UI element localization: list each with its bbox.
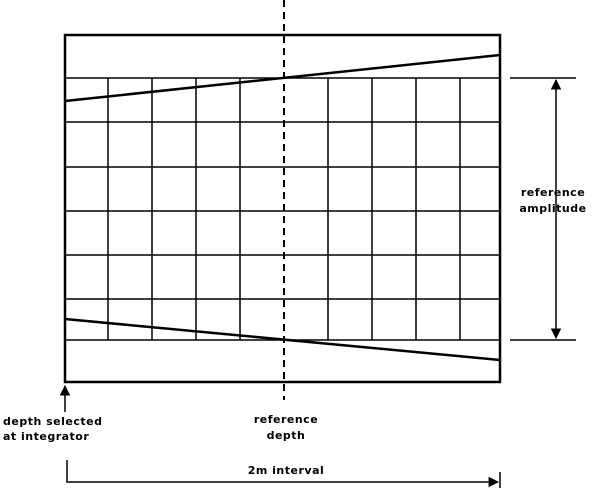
lower-envelope [64,317,501,362]
label: depth [267,429,306,442]
outer-frame [63,33,502,384]
label: reference [521,186,585,199]
grid [65,77,500,341]
upper-envelope [64,53,501,103]
interval-marker [66,460,501,488]
amplitude-marker [510,77,576,341]
label: reference [254,413,318,426]
label: depth selected [3,415,102,428]
label: 2m interval [248,464,325,477]
label: amplitude [519,202,586,215]
label: at integrator [3,430,89,443]
